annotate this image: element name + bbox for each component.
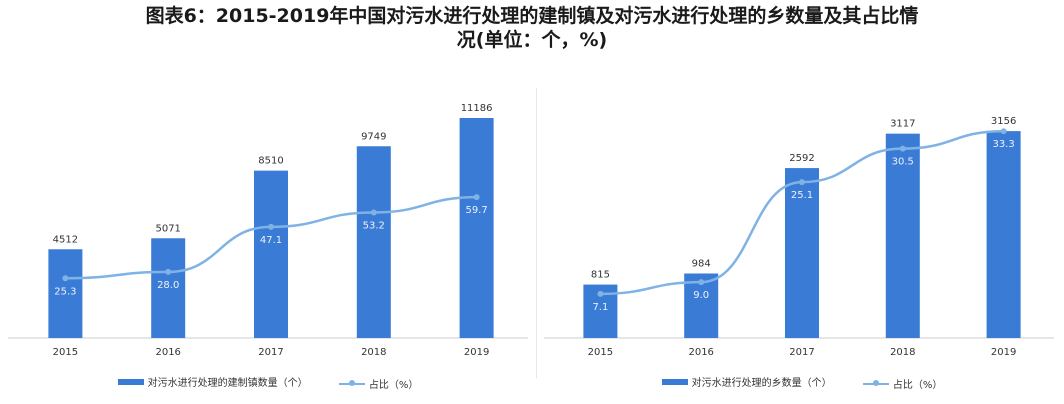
share-point: [899, 145, 906, 152]
legend-line-label: 占比（%）: [892, 380, 943, 391]
legend-item-bar[interactable]: 对污水进行处理的建制镇数量（个）: [117, 374, 308, 389]
share-value-label: 47.1: [260, 235, 282, 246]
bar: [785, 168, 819, 338]
bar-value-label: 815: [591, 270, 610, 281]
bar-value-label: 2592: [789, 153, 814, 164]
right-chart-svg: 815 2015 984 2016 2592 2017 3117 2018 3156 2019 7.…: [544, 116, 1054, 358]
panel-divider: [536, 88, 537, 378]
share-point: [62, 275, 69, 282]
legend-line-label: 占比（%）: [368, 380, 419, 391]
left-chart-panel: 4512 2015 5071 2016 8510 2017 9749 2018 11186 201…: [0, 88, 536, 404]
share-value-label: 30.5: [892, 157, 914, 168]
legend-item-line[interactable]: 占比（%）: [862, 376, 943, 391]
x-tick-label: 2018: [361, 347, 386, 358]
bar: [986, 131, 1021, 338]
share-value-label: 25.1: [791, 190, 813, 201]
share-value-label: 7.1: [592, 302, 608, 313]
bar-value-label: 984: [692, 258, 711, 269]
bar-value-label: 5071: [155, 223, 180, 234]
left-chart-svg: 4512 2015 5071 2016 8510 2017 9749 2018 11186 201…: [8, 103, 528, 358]
bar-value-label: 4512: [53, 234, 78, 245]
share-point: [268, 223, 274, 230]
bar: [885, 133, 920, 338]
share-value-label: 59.7: [465, 205, 487, 216]
x-tick-label: 2016: [688, 347, 713, 358]
legend-line-swatch: [862, 379, 889, 386]
share-value-label: 9.0: [693, 290, 709, 301]
share-point: [799, 179, 805, 186]
x-tick-label: 2015: [588, 347, 613, 358]
x-tick-label: 2016: [155, 347, 180, 358]
x-tick-label: 2015: [53, 347, 78, 358]
x-tick-label: 2018: [890, 347, 915, 358]
chart-title: 图表6：2015-2019年中国对污水进行处理的建制镇及对污水进行处理的乡数量及…: [0, 4, 1064, 52]
right-chart-panel: 815 2015 984 2016 2592 2017 3117 2018 3156 2019 7.…: [540, 88, 1064, 404]
x-tick-label: 2019: [991, 347, 1016, 358]
share-value-label: 33.3: [992, 139, 1014, 150]
legend-item-line[interactable]: 占比（%）: [338, 376, 419, 391]
share-line: [600, 129, 1004, 296]
left-chart-legend: 对污水进行处理的建制镇数量（个） 占比（%）: [0, 374, 536, 391]
bar: [48, 249, 83, 338]
bar: [151, 238, 186, 338]
x-tick-label: 2017: [258, 347, 283, 358]
share-value-label: 25.3: [54, 286, 76, 297]
bar-value-label: 8510: [258, 156, 283, 167]
bar: [254, 170, 288, 338]
legend-bar-swatch: [117, 378, 144, 385]
chart-title-line-2: 况(单位：个，%): [456, 29, 608, 51]
x-tick-label: 2017: [789, 347, 814, 358]
share-point: [473, 194, 480, 201]
legend-line-swatch: [338, 379, 365, 386]
right-chart-legend: 对污水进行处理的乡数量（个） 占比（%）: [540, 374, 1064, 391]
share-point: [698, 279, 705, 286]
bar-value-label: 3117: [890, 119, 915, 130]
legend-item-bar[interactable]: 对污水进行处理的乡数量（个）: [661, 374, 832, 389]
share-point: [165, 268, 172, 275]
share-value-label: 28.0: [157, 280, 179, 291]
bar: [356, 146, 391, 338]
legend-bar-label: 对污水进行处理的建制镇数量（个）: [147, 378, 308, 389]
legend-bar-swatch: [661, 378, 688, 385]
x-tick-label: 2019: [464, 347, 489, 358]
share-point: [597, 290, 604, 297]
share-value-label: 53.2: [363, 220, 385, 231]
bar: [459, 118, 494, 338]
chart-title-line-1: 图表6：2015-2019年中国对污水进行处理的建制镇及对污水进行处理的乡数量及…: [145, 5, 919, 27]
bar-value-label: 3156: [991, 116, 1016, 127]
legend-bar-label: 对污水进行处理的乡数量（个）: [691, 378, 832, 389]
share-point: [370, 209, 377, 216]
share-point: [1000, 128, 1007, 135]
bar-value-label: 9749: [361, 131, 386, 142]
bar-value-label: 11186: [461, 103, 493, 114]
